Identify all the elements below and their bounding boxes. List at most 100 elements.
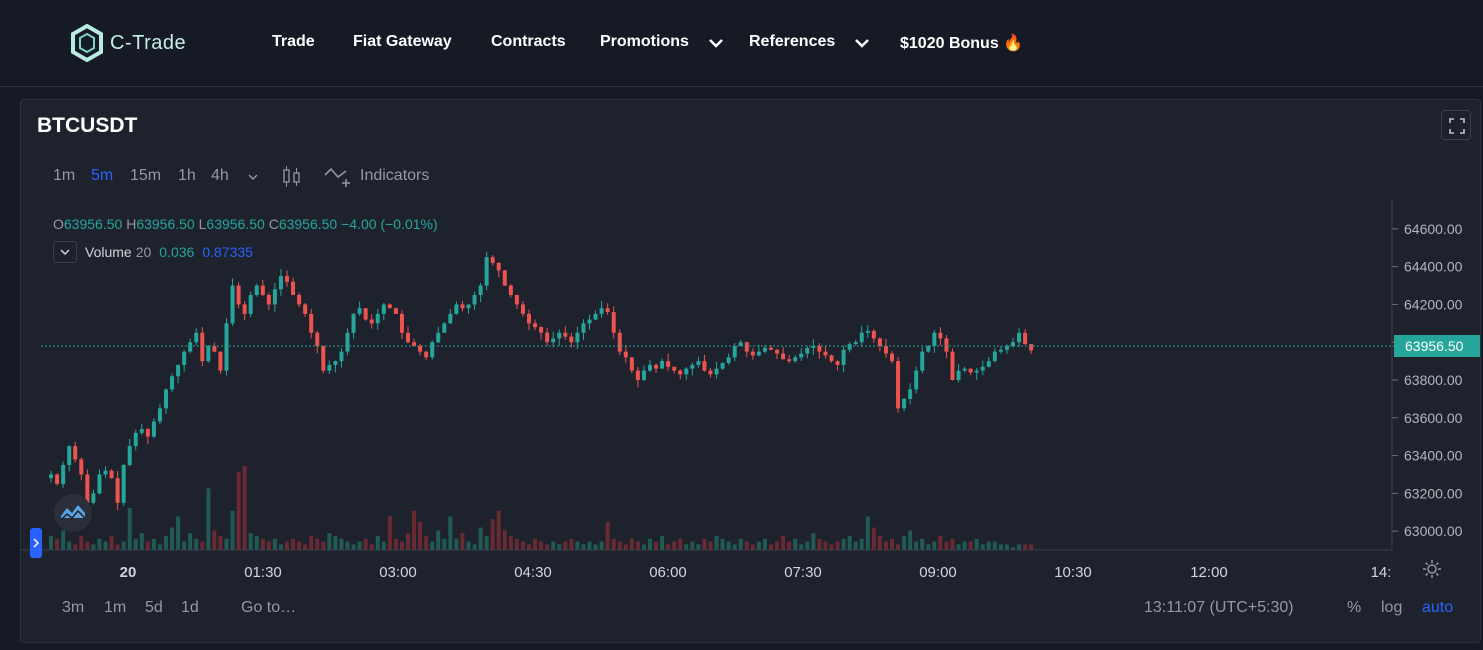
candle-body bbox=[702, 361, 707, 371]
candle-body bbox=[890, 353, 894, 362]
volume-bar bbox=[315, 538, 320, 550]
collapse-legend-button[interactable] bbox=[53, 241, 77, 263]
candle-style-icon[interactable] bbox=[281, 164, 303, 190]
volume-bar bbox=[345, 541, 350, 550]
interval-15m[interactable]: 15m bbox=[130, 167, 162, 184]
volume-bar bbox=[793, 538, 798, 550]
x-tick-label: 09:00 bbox=[919, 564, 957, 581]
range-1d[interactable]: 1d bbox=[181, 599, 199, 616]
candle-body bbox=[103, 470, 108, 475]
candle-body bbox=[248, 295, 253, 314]
volume-bar bbox=[430, 541, 435, 550]
volume-bar bbox=[206, 488, 211, 550]
volume-bar bbox=[109, 536, 114, 550]
candle-body bbox=[139, 429, 144, 433]
indicators-button[interactable]: Indicators bbox=[324, 163, 429, 189]
candle-body bbox=[520, 304, 525, 314]
volume-bar bbox=[424, 536, 429, 550]
volume-bar bbox=[545, 544, 550, 550]
settings-gear-icon[interactable] bbox=[1421, 558, 1443, 580]
volume-bar bbox=[339, 538, 344, 550]
candle-body bbox=[157, 408, 162, 422]
range-3m[interactable]: 3m bbox=[62, 599, 85, 616]
volume-bar bbox=[375, 536, 380, 550]
candlestick-chart[interactable]: 64600.0064400.0064200.0064000.0063800.00… bbox=[21, 100, 1482, 644]
volume-bar bbox=[569, 538, 574, 550]
interval-1h[interactable]: 1h bbox=[178, 167, 196, 184]
candle-body bbox=[859, 332, 864, 343]
volume-bar bbox=[962, 541, 967, 550]
nav-trade[interactable]: Trade bbox=[272, 33, 315, 50]
volume-bar bbox=[744, 541, 749, 550]
sidebar-toggle[interactable] bbox=[30, 528, 42, 558]
y-tick-label: 63200.00 bbox=[1404, 485, 1463, 501]
x-tick-label: 01:30 bbox=[244, 564, 282, 581]
volume-bar bbox=[212, 530, 217, 550]
volume-bar bbox=[678, 538, 683, 550]
candle-body bbox=[708, 370, 713, 375]
range-5d[interactable]: 5d bbox=[145, 599, 163, 616]
volume-bar bbox=[587, 541, 592, 550]
chevron-down-icon[interactable] bbox=[708, 36, 724, 50]
volume-bar bbox=[182, 541, 187, 550]
candle-body bbox=[206, 346, 211, 362]
volume-bar bbox=[1004, 544, 1009, 550]
candle-body bbox=[611, 312, 616, 333]
candle-body bbox=[992, 351, 997, 362]
candle-body bbox=[605, 308, 610, 312]
log-scale-toggle[interactable]: log bbox=[1381, 599, 1403, 616]
nav-contracts[interactable]: Contracts bbox=[491, 33, 566, 50]
close-value: 63956.50 bbox=[278, 216, 338, 232]
goto-button[interactable]: Go to… bbox=[241, 599, 297, 616]
percent-scale-toggle[interactable]: % bbox=[1347, 599, 1362, 616]
candle-body bbox=[962, 368, 967, 371]
fullscreen-icon bbox=[1449, 118, 1465, 134]
candle-body bbox=[109, 470, 114, 479]
range-1m[interactable]: 1m bbox=[104, 599, 127, 616]
interval-4h[interactable]: 4h bbox=[211, 167, 229, 184]
x-tick-label: 14: bbox=[1371, 564, 1392, 581]
nav-fiat-gateway[interactable]: Fiat Gateway bbox=[353, 33, 452, 50]
volume-bar bbox=[853, 541, 858, 550]
volume-bar bbox=[992, 541, 997, 550]
nav-references[interactable]: References bbox=[749, 33, 836, 50]
candle-body bbox=[291, 281, 296, 295]
auto-scale-toggle[interactable]: auto bbox=[1422, 599, 1454, 616]
candle-body bbox=[478, 285, 483, 295]
volume-bar bbox=[720, 538, 725, 550]
tradingview-logo[interactable] bbox=[54, 494, 92, 532]
y-tick-label: 63000.00 bbox=[1404, 523, 1463, 539]
candle-body bbox=[97, 474, 102, 494]
candle-body bbox=[950, 351, 955, 380]
interval-5m[interactable]: 5m bbox=[91, 167, 114, 184]
volume-bar bbox=[61, 530, 66, 550]
interval-dropdown-icon[interactable] bbox=[247, 172, 259, 182]
candle-body bbox=[297, 295, 302, 305]
volume-bar bbox=[236, 471, 241, 550]
candle-body bbox=[448, 313, 453, 324]
candle-body bbox=[1029, 344, 1034, 351]
candle-body bbox=[865, 330, 870, 333]
y-tick-label: 63400.00 bbox=[1404, 448, 1463, 464]
candle-body bbox=[883, 346, 888, 354]
nav-promotions[interactable]: Promotions bbox=[600, 33, 689, 50]
brand-logo[interactable]: C-Trade bbox=[70, 24, 186, 62]
interval-1m[interactable]: 1m bbox=[53, 167, 76, 184]
volume-bar bbox=[73, 544, 78, 550]
fullscreen-button[interactable] bbox=[1441, 110, 1471, 140]
chevron-down-icon[interactable] bbox=[854, 36, 870, 50]
volume-bar bbox=[333, 536, 338, 550]
candle-body bbox=[666, 361, 671, 367]
volume-bar bbox=[484, 536, 489, 550]
candle-body bbox=[654, 364, 659, 369]
clock-display[interactable]: 13:11:07 (UTC+5:30) bbox=[1144, 599, 1294, 616]
candle-body bbox=[853, 342, 858, 345]
y-tick-label: 64200.00 bbox=[1404, 296, 1463, 312]
close-label: C bbox=[268, 216, 279, 232]
candle-body bbox=[871, 330, 876, 339]
candle-body bbox=[696, 361, 701, 365]
x-tick-label: 20 bbox=[120, 564, 137, 581]
nav-bonus[interactable]: $1020 Bonus 🔥 bbox=[900, 35, 1024, 52]
candle-body bbox=[587, 319, 592, 324]
candle-body bbox=[1017, 332, 1022, 343]
